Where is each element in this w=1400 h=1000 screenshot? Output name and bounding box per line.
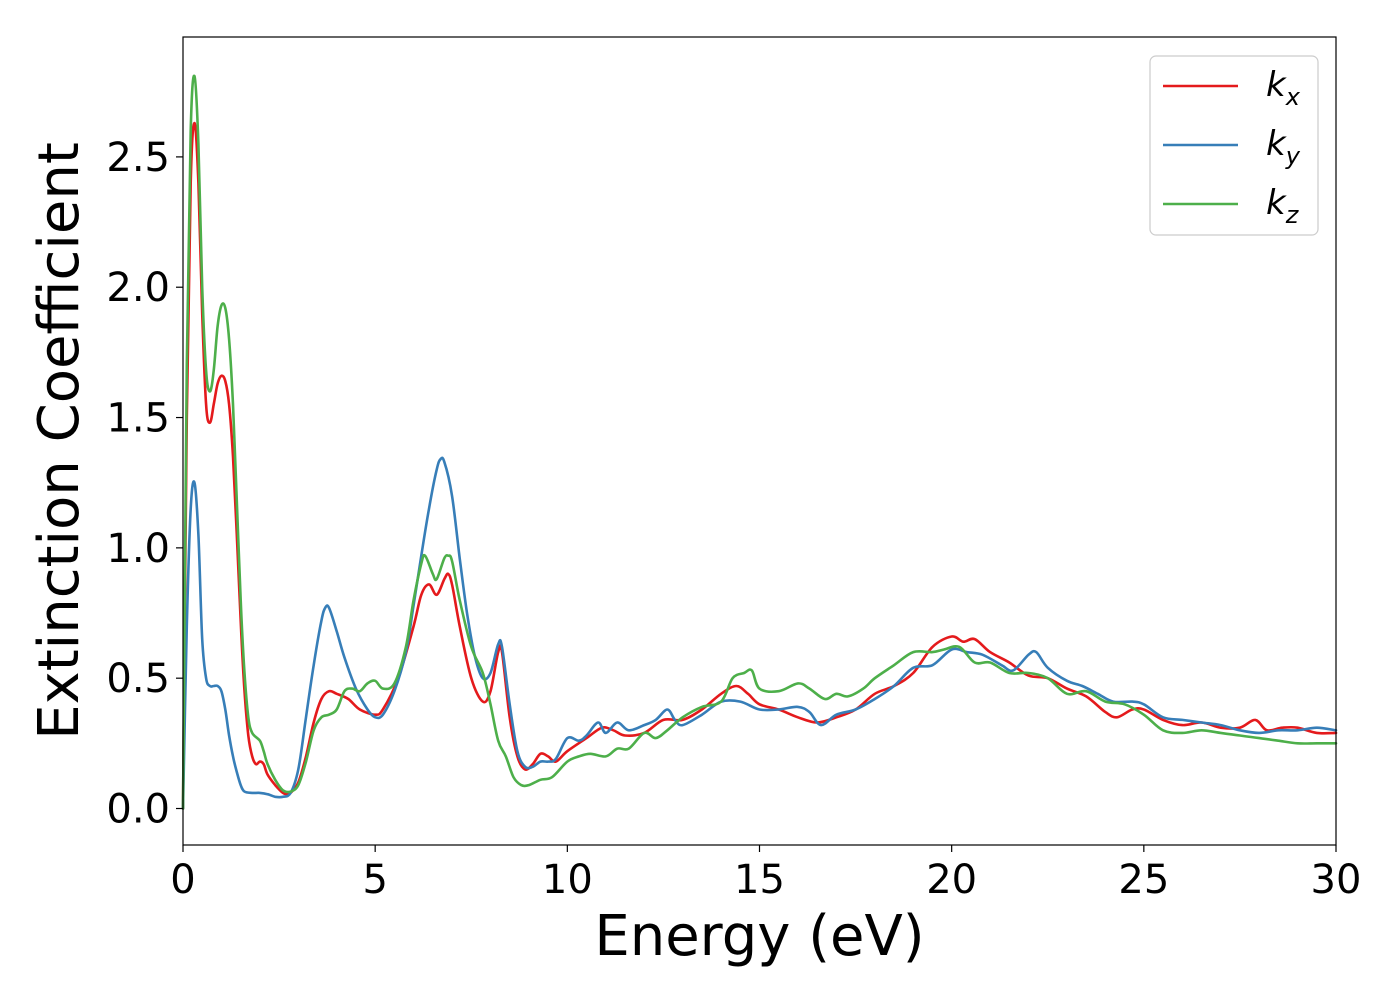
x-tick-label: 0	[170, 857, 195, 903]
y-tick-label: 1.0	[106, 526, 170, 572]
x-axis-ticks: 0 5 10 15 20 25 30	[170, 845, 1361, 903]
x-tick-label: 5	[362, 857, 387, 903]
x-tick-label: 10	[542, 857, 593, 903]
y-tick-label: 0.0	[106, 787, 170, 833]
y-tick-label: 1.5	[106, 396, 170, 442]
y-tick-label: 2.5	[106, 135, 170, 181]
y-axis-label: Extinction Coefficient	[27, 142, 92, 740]
y-tick-label: 2.0	[106, 265, 170, 311]
x-axis-label: Energy (eV)	[594, 904, 924, 969]
x-tick-label: 25	[1118, 857, 1169, 903]
x-tick-label: 30	[1311, 857, 1362, 903]
x-tick-label: 20	[926, 857, 977, 903]
series-line-ky	[181, 456, 1338, 810]
x-tick-label: 15	[734, 857, 785, 903]
series-line-kz	[181, 74, 1338, 810]
y-tick-label: 0.5	[106, 656, 170, 702]
series-layer	[181, 74, 1338, 810]
y-axis-ticks: 0.0 0.5 1.0 1.5 2.0 2.5	[106, 135, 183, 833]
